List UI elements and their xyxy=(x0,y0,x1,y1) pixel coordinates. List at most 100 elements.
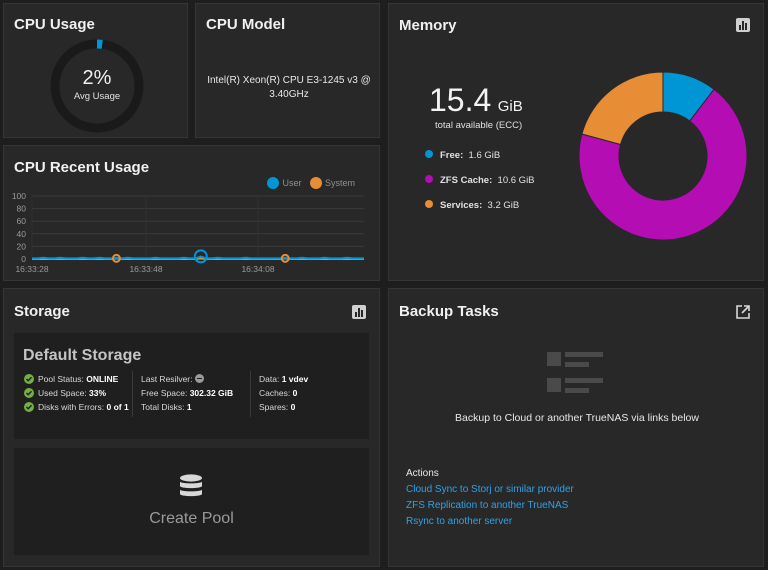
bar-chart-icon[interactable] xyxy=(351,304,367,320)
memory-total: 15.4 GiB xyxy=(429,82,523,119)
legend-item-system[interactable]: System xyxy=(309,177,355,189)
create-pool-button[interactable]: Create Pool xyxy=(14,448,369,555)
legend-label-user: User xyxy=(282,178,302,189)
x-tick-label: 16:33:28 xyxy=(15,264,48,274)
caches-label: Caches: xyxy=(259,388,291,398)
open-in-new-icon[interactable] xyxy=(735,304,751,320)
divider xyxy=(132,371,133,417)
cpu-usage-gauge xyxy=(50,39,144,133)
check-icon xyxy=(24,401,34,412)
rsync-link[interactable]: Rsync to another server xyxy=(406,516,513,527)
point-marker xyxy=(280,253,290,263)
point-marker xyxy=(111,253,121,263)
pool-col-3: Data: 1 vdev Caches: 0 Spares: 0 xyxy=(259,372,308,414)
caches-value: 0 xyxy=(292,388,298,398)
backup-tasks-title: Backup Tasks xyxy=(399,303,499,320)
series-line-user xyxy=(32,255,364,260)
check-icon xyxy=(24,373,34,384)
y-tick-label: 60 xyxy=(17,216,27,226)
storage-card: Storage Default Storage Pool Status: ONL… xyxy=(3,288,380,567)
create-pool-label: Create Pool xyxy=(149,510,234,527)
y-tick-label: 0 xyxy=(21,254,26,264)
memory-total-unit: GiB xyxy=(497,98,523,115)
legend-item-user[interactable]: User xyxy=(267,177,302,189)
chart-legend: User System xyxy=(267,177,355,190)
y-tick-label: 20 xyxy=(17,241,27,251)
minus-circle-icon xyxy=(194,374,204,384)
donut-slice-services xyxy=(581,71,664,146)
total-disks: Total Disks: 1 xyxy=(141,400,233,414)
legend-swatch-system xyxy=(309,177,322,189)
bar-chart-icon[interactable] xyxy=(735,17,751,33)
disks-with-errors-label: Disks with Errors: xyxy=(38,402,105,412)
data-value: 1 vdev xyxy=(281,374,309,384)
memory-zfs-label: ZFS Cache: xyxy=(440,175,493,186)
memory-legend-free: Free: 1.6 GiB xyxy=(425,150,535,161)
zfs-replication-link[interactable]: ZFS Replication to another TrueNAS xyxy=(406,500,569,511)
pool-status-value: ONLINE xyxy=(86,374,119,384)
total-disks-value: 1 xyxy=(186,402,192,412)
memory-legend-zfs-cache: ZFS Cache: 10.6 GiB xyxy=(425,175,535,186)
spares-label: Spares: xyxy=(259,402,289,412)
cpu-model-text: Intel(R) Xeon(R) CPU E3-1245 v3 @ 3.40GH… xyxy=(207,75,371,100)
memory-total-label: total available (ECC) xyxy=(435,120,523,131)
services-dot xyxy=(425,200,433,209)
y-tick-label: 80 xyxy=(17,204,27,214)
legend-swatch-user xyxy=(267,177,280,189)
pool-col-1: Pool Status: ONLINE Used Space: 33% Disk… xyxy=(24,372,129,414)
backup-tasks-card: Backup Tasks Backup to Cloud or another … xyxy=(388,288,764,567)
pool-name: Default Storage xyxy=(23,347,142,364)
free-space-value: 302.32 GiB xyxy=(189,388,234,398)
x-tick-label: 16:33:48 xyxy=(129,264,162,274)
memory-zfs-value: 10.6 GiB xyxy=(497,175,535,186)
pool-col-2: Last Resilver: Free Space: 302.32 GiB To… xyxy=(141,372,233,414)
y-tick-label: 100 xyxy=(12,191,26,201)
storage-title: Storage xyxy=(14,303,70,320)
spares-value: 0 xyxy=(290,402,296,412)
zfs-cache-dot xyxy=(425,175,433,184)
cpu-usage-title: CPU Usage xyxy=(14,16,95,33)
cpu-usage-sublabel: Avg Usage xyxy=(73,91,121,102)
cloud-sync-link[interactable]: Cloud Sync to Storj or similar provider xyxy=(406,484,574,495)
database-icon xyxy=(180,474,202,497)
memory-free-value: 1.6 GiB xyxy=(468,150,501,161)
memory-services-value: 3.2 GiB xyxy=(487,200,520,211)
cpu-recent-usage-card: CPU Recent Usage User System 100 80 60 40 20… xyxy=(3,145,380,281)
memory-donut-chart xyxy=(578,71,748,241)
last-resilver: Last Resilver: xyxy=(141,372,233,386)
disks-with-errors-value: 0 of 1 xyxy=(106,402,129,412)
donut-slice-zfs-cache xyxy=(578,88,748,241)
check-icon xyxy=(24,387,34,398)
empty-list-icon xyxy=(547,352,603,393)
last-resilver-label: Last Resilver: xyxy=(141,374,193,384)
free-dot xyxy=(425,150,433,159)
used-space: Used Space: 33% xyxy=(24,386,129,400)
cpu-recent-usage-title: CPU Recent Usage xyxy=(14,159,150,176)
total-disks-label: Total Disks: xyxy=(141,402,185,412)
cpu-usage-card: CPU Usage 2% Avg Usage xyxy=(3,3,188,138)
point-marker xyxy=(193,249,208,264)
memory-total-value: 15.4 xyxy=(429,82,492,118)
memory-title: Memory xyxy=(399,17,457,34)
cpu-model-card: CPU Model Intel(R) Xeon(R) CPU E3-1245 v… xyxy=(195,3,380,138)
data-vdevs: Data: 1 vdev xyxy=(259,372,308,386)
caches: Caches: 0 xyxy=(259,386,308,400)
used-space-value: 33% xyxy=(89,388,107,398)
divider xyxy=(250,371,251,417)
backup-actions: Cloud Sync to Storj or similar provider … xyxy=(406,482,574,530)
memory-card: Memory 15.4 GiB total available (ECC) Fr… xyxy=(388,3,764,281)
free-space: Free Space: 302.32 GiB xyxy=(141,386,233,400)
pool-panel: Default Storage Pool Status: ONLINE Used… xyxy=(14,333,369,439)
memory-legend-services: Services: 3.2 GiB xyxy=(425,200,535,211)
x-tick-label: 16:34:08 xyxy=(241,264,274,274)
backup-empty-message: Backup to Cloud or another TrueNAS via l… xyxy=(455,412,699,424)
cpu-usage-percent: 2% xyxy=(82,67,112,89)
cpu-usage-gauge-arc xyxy=(50,39,144,133)
memory-free-label: Free: xyxy=(440,150,464,161)
data-label: Data: xyxy=(259,374,280,384)
used-space-label: Used Space: xyxy=(38,388,87,398)
spares: Spares: 0 xyxy=(259,400,308,414)
memory-services-label: Services: xyxy=(440,200,483,211)
cpu-recent-usage-chart: 100 80 60 40 20 016:33:28 16:33:48 16:34:08 xyxy=(12,191,364,274)
actions-title: Actions xyxy=(406,468,439,479)
